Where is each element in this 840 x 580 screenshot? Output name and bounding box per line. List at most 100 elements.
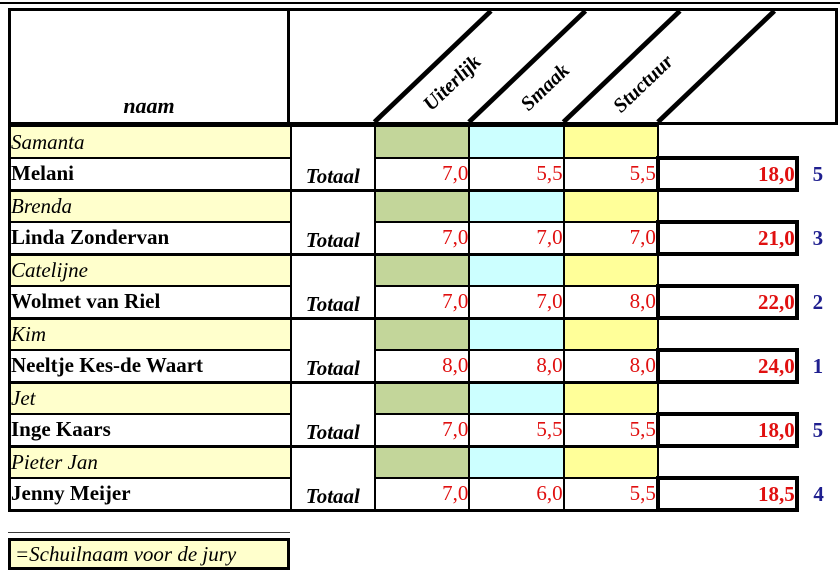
pseudonym-row: Catelijne Totaal	[8, 253, 839, 320]
name-cell[interactable]: Wolmet van Riel	[8, 285, 292, 320]
diagonal-line-2	[467, 11, 588, 122]
pseudonym-cell[interactable]: Samanta	[8, 125, 292, 159]
header-cell-naam[interactable]: naam	[8, 8, 290, 125]
pseudonym-row: Samanta Totaal	[8, 125, 839, 192]
empty-total-cell	[658, 446, 797, 478]
smaak-score-cell[interactable]: 6,0	[468, 477, 565, 512]
totaal-cell[interactable]: Totaal	[289, 381, 377, 448]
name-cell[interactable]: Neeltje Kes-de Waart	[8, 349, 292, 384]
stuctuur-color-cell[interactable]	[562, 189, 659, 223]
smaak-score-cell[interactable]: 7,0	[468, 285, 565, 320]
pseudonym-row: Brenda Totaal	[8, 189, 839, 256]
empty-rank-cell	[797, 190, 839, 222]
uiterlijk-score-cell[interactable]: 7,0	[374, 221, 471, 256]
legend-gridline	[8, 532, 290, 533]
stuctuur-score-cell[interactable]: 8,0	[562, 285, 659, 320]
smaak-score-cell[interactable]: 8,0	[468, 349, 565, 384]
uiterlijk-score-cell[interactable]: 7,0	[374, 285, 471, 320]
stuctuur-color-cell[interactable]	[562, 381, 659, 415]
total-score-cell[interactable]: 21,0	[655, 220, 799, 256]
stuctuur-score-cell[interactable]: 8,0	[562, 349, 659, 384]
smaak-color-cell[interactable]	[468, 125, 565, 159]
uiterlijk-color-cell[interactable]	[374, 317, 471, 351]
total-score-cell[interactable]: 18,0	[655, 156, 799, 192]
name-cell[interactable]: Melani	[8, 157, 292, 192]
stuctuur-color-cell[interactable]	[562, 445, 659, 479]
pseudonym-cell[interactable]: Brenda	[8, 189, 292, 223]
uiterlijk-score-cell[interactable]: 7,0	[374, 157, 471, 192]
empty-rank-cell	[797, 126, 839, 158]
name-row: Inge Kaars 7,0 5,5 5,5 18,0 5	[8, 412, 839, 448]
pseudonym-cell[interactable]: Kim	[8, 317, 292, 351]
pseudonym-cell[interactable]: Jet	[8, 381, 292, 415]
empty-total-cell	[658, 254, 797, 286]
smaak-color-cell[interactable]	[468, 253, 565, 287]
legend-text: =Schuilnaam voor de jury	[15, 541, 237, 566]
totaal-cell[interactable]: Totaal	[289, 445, 377, 512]
smaak-color-cell[interactable]	[468, 317, 565, 351]
empty-rank-cell	[797, 382, 839, 414]
empty-total-cell	[658, 382, 797, 414]
name-cell[interactable]: Linda Zondervan	[8, 221, 292, 256]
pseudonym-cell[interactable]: Catelijne	[8, 253, 292, 287]
smaak-color-cell[interactable]	[468, 381, 565, 415]
totaal-cell[interactable]: Totaal	[289, 253, 377, 320]
empty-total-cell	[658, 318, 797, 350]
rank-cell[interactable]: 1	[812, 353, 824, 378]
empty-total-cell	[658, 190, 797, 222]
total-score-cell[interactable]: 22,0	[655, 284, 799, 320]
total-score-cell[interactable]: 18,5	[655, 476, 799, 512]
header-diagonal-criteria[interactable]: Uiterlijk Smaak Stuctuur	[290, 8, 838, 125]
name-row: Melani 7,0 5,5 5,5 18,0 5	[8, 156, 839, 192]
diagonal-line-1	[372, 11, 493, 122]
stuctuur-color-cell[interactable]	[562, 253, 659, 287]
name-cell[interactable]: Jenny Meijer	[8, 477, 292, 512]
score-table: Samanta Totaal Melani 7,0 5,5 5,5 18,0 5…	[8, 125, 840, 512]
smaak-color-cell[interactable]	[468, 189, 565, 223]
total-score-cell[interactable]: 24,0	[655, 348, 799, 384]
uiterlijk-color-cell[interactable]	[374, 445, 471, 479]
empty-rank-cell	[797, 318, 839, 350]
stuctuur-color-cell[interactable]	[562, 317, 659, 351]
pseudonym-cell[interactable]: Pieter Jan	[8, 445, 292, 479]
smaak-color-cell[interactable]	[468, 445, 565, 479]
empty-rank-cell	[797, 446, 839, 478]
legend-box[interactable]: =Schuilnaam voor de jury	[8, 538, 290, 570]
empty-total-cell	[658, 126, 797, 158]
rank-cell[interactable]: 3	[812, 225, 824, 250]
uiterlijk-score-cell[interactable]: 7,0	[374, 413, 471, 448]
rank-cell[interactable]: 5	[812, 161, 824, 186]
name-cell[interactable]: Inge Kaars	[8, 413, 292, 448]
criteria-label-stuctuur: Stuctuur	[609, 50, 679, 117]
pseudonym-row: Jet Totaal	[8, 381, 839, 448]
rank-cell[interactable]: 2	[812, 289, 824, 314]
rank-cell[interactable]: 4	[813, 481, 824, 506]
diagonal-header-graphic: Uiterlijk Smaak Stuctuur	[372, 11, 777, 122]
uiterlijk-score-cell[interactable]: 8,0	[374, 349, 471, 384]
uiterlijk-score-cell[interactable]: 7,0	[374, 477, 471, 512]
stuctuur-score-cell[interactable]: 5,5	[562, 477, 659, 512]
name-row: Jenny Meijer 7,0 6,0 5,5 18,5 4	[8, 476, 839, 512]
stuctuur-score-cell[interactable]: 5,5	[562, 413, 659, 448]
uiterlijk-color-cell[interactable]	[374, 189, 471, 223]
stuctuur-color-cell[interactable]	[562, 125, 659, 159]
stuctuur-score-cell[interactable]: 7,0	[562, 221, 659, 256]
smaak-score-cell[interactable]: 7,0	[468, 221, 565, 256]
pseudonym-row: Kim Totaal	[8, 317, 839, 384]
uiterlijk-color-cell[interactable]	[374, 125, 471, 159]
criteria-label-uiterlijk: Uiterlijk	[419, 51, 486, 115]
name-row: Linda Zondervan 7,0 7,0 7,0 21,0 3	[8, 220, 839, 256]
uiterlijk-color-cell[interactable]	[374, 381, 471, 415]
smaak-score-cell[interactable]: 5,5	[468, 157, 565, 192]
header-naam-label: naam	[123, 93, 175, 118]
uiterlijk-color-cell[interactable]	[374, 253, 471, 287]
stuctuur-score-cell[interactable]: 5,5	[562, 157, 659, 192]
totaal-cell[interactable]: Totaal	[289, 317, 377, 384]
diagonal-line-4	[656, 11, 777, 122]
rank-cell[interactable]: 5	[812, 417, 824, 442]
name-row: Wolmet van Riel 7,0 7,0 8,0 22,0 2	[8, 284, 839, 320]
smaak-score-cell[interactable]: 5,5	[468, 413, 565, 448]
total-score-cell[interactable]: 18,0	[655, 412, 799, 448]
totaal-cell[interactable]: Totaal	[289, 125, 377, 192]
totaal-cell[interactable]: Totaal	[289, 189, 377, 256]
